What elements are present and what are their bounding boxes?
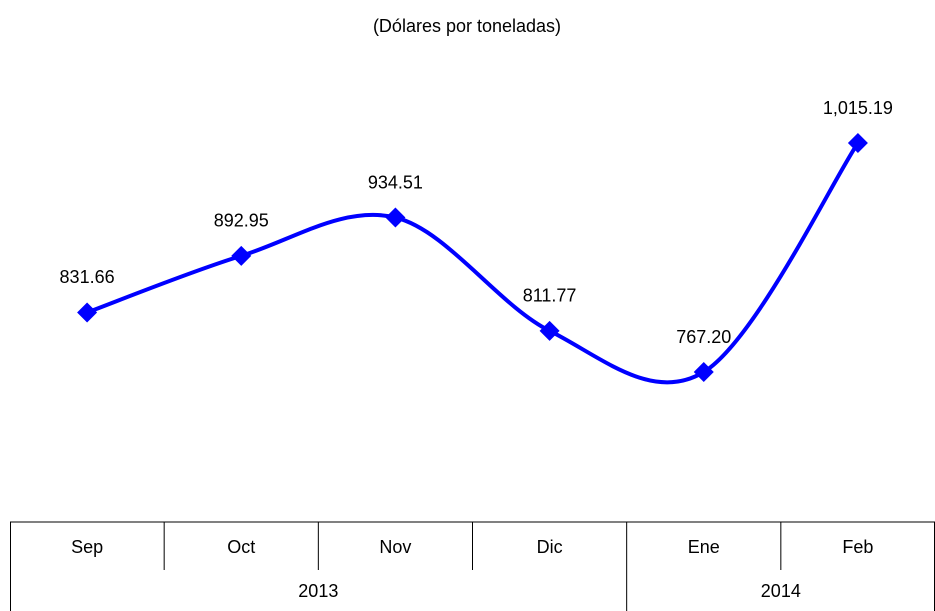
x-tick-label: Nov — [379, 537, 411, 557]
x-tick-label: Dic — [537, 537, 563, 557]
line — [86, 141, 860, 385]
chart-title: (Dólares por toneladas) — [373, 16, 561, 36]
data-label: 831.66 — [60, 267, 115, 287]
marker — [847, 133, 868, 153]
x-tick-label: Oct — [227, 537, 255, 557]
group-label: 2013 — [298, 581, 338, 601]
x-tick-label: Sep — [71, 537, 103, 557]
marker — [77, 302, 98, 323]
marker — [693, 362, 714, 382]
data-label: 811.77 — [523, 286, 577, 306]
x-tick-label: Feb — [842, 537, 873, 557]
data-label: 934.51 — [368, 172, 423, 192]
data-label: 892.95 — [214, 211, 269, 231]
x-tick-label: Ene — [688, 537, 720, 557]
data-label: 767.20 — [676, 327, 731, 347]
group-label: 2014 — [761, 581, 801, 601]
marker — [539, 320, 560, 341]
marker — [231, 245, 252, 266]
marker — [385, 207, 406, 228]
data-label: 1,015.19 — [823, 98, 893, 118]
